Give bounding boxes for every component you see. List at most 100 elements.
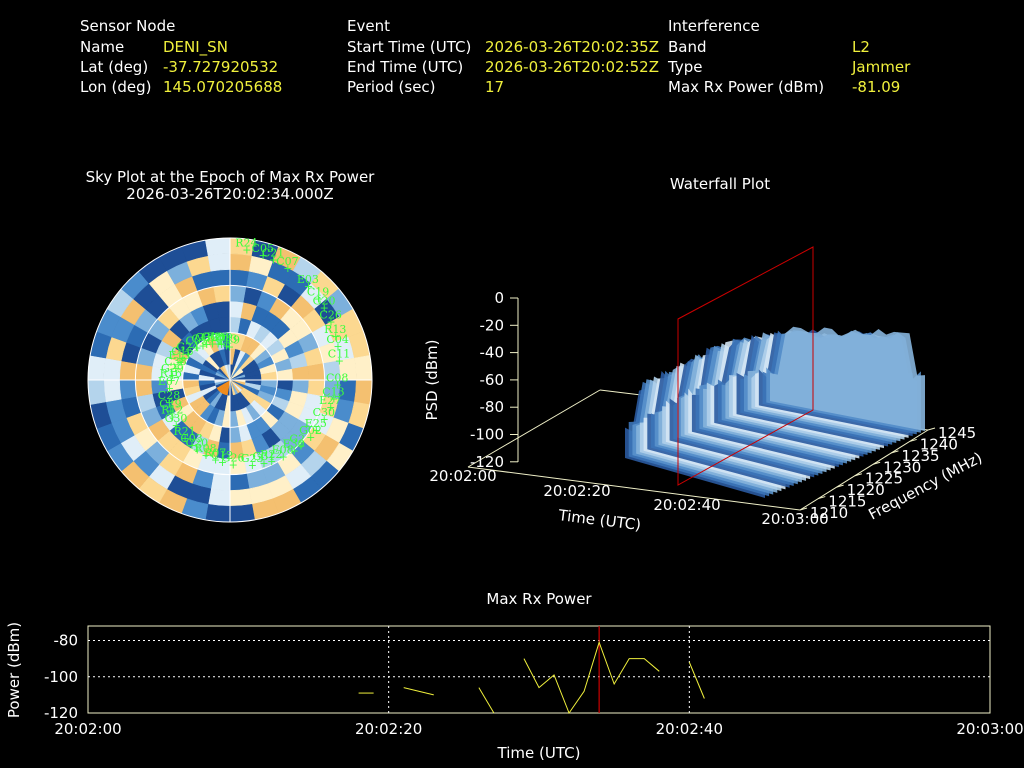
skyplot-title: Sky Plot at the Epoch of Max Rx Power: [85, 168, 375, 186]
waterfall-time-axis: [467, 466, 801, 511]
satellite-marker: +: [187, 439, 196, 452]
skyplot-cell: [135, 379, 153, 397]
sensor-lat-label: Lat (deg): [80, 58, 149, 76]
satellite-label: C28: [158, 389, 180, 402]
satellite-marker: +: [312, 424, 321, 437]
satellite-label: C21: [262, 246, 284, 259]
power-line-segment: [688, 662, 705, 699]
skyplot-cell: [229, 472, 250, 491]
waterfall-y-tick-label: 1225: [865, 470, 903, 488]
satellite-marker: +: [208, 337, 217, 350]
satellite-marker: +: [333, 340, 342, 353]
skyplot-cell: [205, 504, 231, 523]
skyplot-cell: [307, 363, 325, 381]
power-y-tick-label: -80: [54, 632, 79, 650]
satellite-label: R08: [194, 442, 216, 455]
satellite-marker: +: [259, 457, 268, 470]
skyplot-grid: [87, 237, 373, 523]
sensor-lat-value: -37.727920532: [163, 58, 279, 76]
satellite-marker: +: [242, 243, 251, 256]
skyplot-cell: [87, 355, 106, 381]
skyplot-cell: [229, 504, 255, 523]
skyplot-cell: [354, 355, 373, 381]
waterfall-back-edge: [467, 389, 601, 468]
satellite-label: G26: [222, 451, 245, 464]
waterfall-z-tick-label: -80: [480, 398, 505, 416]
event-start-label: Start Time (UTC): [347, 38, 472, 56]
satellite-marker: +: [166, 405, 175, 418]
skyplot-cell: [291, 366, 310, 381]
waterfall-z-tick-label: -120: [470, 453, 504, 471]
satellite-marker: +: [217, 338, 226, 351]
waterfall-y-tick: [927, 427, 936, 431]
satellite-marker: +: [214, 338, 223, 351]
satellite-label: G20: [313, 294, 336, 307]
sensor-name-label: Name: [80, 38, 125, 56]
event-period-label: Period (sec): [347, 78, 436, 96]
satellite-label: G18: [201, 330, 224, 343]
satellite-marker: +: [175, 356, 184, 369]
event-heading: Event: [347, 17, 390, 35]
satellite-marker: +: [201, 449, 210, 462]
satellite-marker: +: [202, 338, 211, 351]
skyplot: +E19+E30+G29+G20+R07+G32+E27+C29+C21+G31…: [87, 236, 373, 523]
satellite-label: C13: [215, 332, 237, 345]
satellite-label: C05: [185, 334, 207, 347]
satellite-label: C12: [211, 449, 233, 462]
satellite-label: C03: [180, 432, 202, 445]
waterfall-z-axis-label: PSD (dBm): [423, 339, 441, 420]
skyplot-cell: [119, 360, 138, 381]
satellite-label: R13: [324, 323, 346, 336]
satellite-label: E07: [158, 375, 180, 388]
satellite-marker: +: [229, 458, 238, 471]
satellite-marker: +: [183, 347, 192, 360]
waterfall-y-tick: [836, 484, 844, 488]
satellite-label: C19: [307, 286, 329, 299]
event-panel: Event Start Time (UTC) 2026-03-26T20:02:…: [347, 16, 667, 100]
satellite-marker: +: [290, 444, 299, 457]
satellite-label: G23: [241, 452, 264, 465]
satellite-label: E08: [272, 444, 294, 457]
skyplot-cell: [229, 269, 250, 288]
waterfall-z-tick-label: -40: [480, 344, 505, 362]
skyplot-cell: [87, 379, 106, 405]
sensor-name-value: DENI_SN: [163, 38, 228, 56]
waterfall-x-tick-label: 20:02:20: [543, 482, 610, 500]
satellite-marker: +: [218, 456, 227, 469]
interference-band-value: L2: [852, 38, 870, 56]
satellite-marker: +: [333, 379, 342, 392]
satellite-marker: +: [192, 341, 201, 354]
satellite-label: R21: [174, 425, 196, 438]
waterfall-y-tick-label: 1235: [901, 447, 939, 465]
interference-type-value: Jammer: [852, 58, 911, 76]
satellite-label: E19: [218, 334, 240, 347]
satellite-marker: +: [198, 339, 207, 352]
waterfall-z-tick-label: 0: [494, 289, 504, 307]
skyplot-satellites: +E19+E30+G29+G20+R07+G32+E27+C29+C21+G31…: [158, 236, 350, 471]
power-y-axis-label: Power (dBm): [5, 622, 23, 718]
satellite-label: C11: [328, 348, 350, 361]
satellite-marker: +: [259, 249, 268, 262]
satellite-label: C07: [276, 255, 298, 268]
interference-power-label: Max Rx Power (dBm): [668, 78, 825, 96]
satellite-label: C29: [159, 398, 181, 411]
satellite-marker: +: [267, 455, 276, 468]
satellite-label: E13: [168, 349, 190, 362]
satellite-label: E25: [305, 417, 327, 430]
satellite-marker: +: [248, 459, 257, 472]
satellite-marker: +: [320, 301, 329, 314]
satellite-label: G32: [195, 331, 218, 344]
satellite-label: G29: [161, 362, 184, 375]
power-line-segment: [403, 687, 434, 696]
waterfall-y-tick: [818, 496, 826, 500]
waterfall-slice: [770, 326, 925, 431]
satellite-marker: +: [326, 401, 335, 414]
satellite-label: C38: [164, 355, 186, 368]
skyplot-cell: [103, 357, 122, 381]
satellite-marker: +: [178, 352, 187, 365]
waterfall-x-tick-label: 20:02:40: [653, 496, 720, 514]
interference-panel: Interference Band L2 Type Jammer Max Rx …: [668, 16, 968, 100]
satellite-label: G30: [165, 412, 188, 425]
skyplot-cell: [207, 488, 231, 507]
